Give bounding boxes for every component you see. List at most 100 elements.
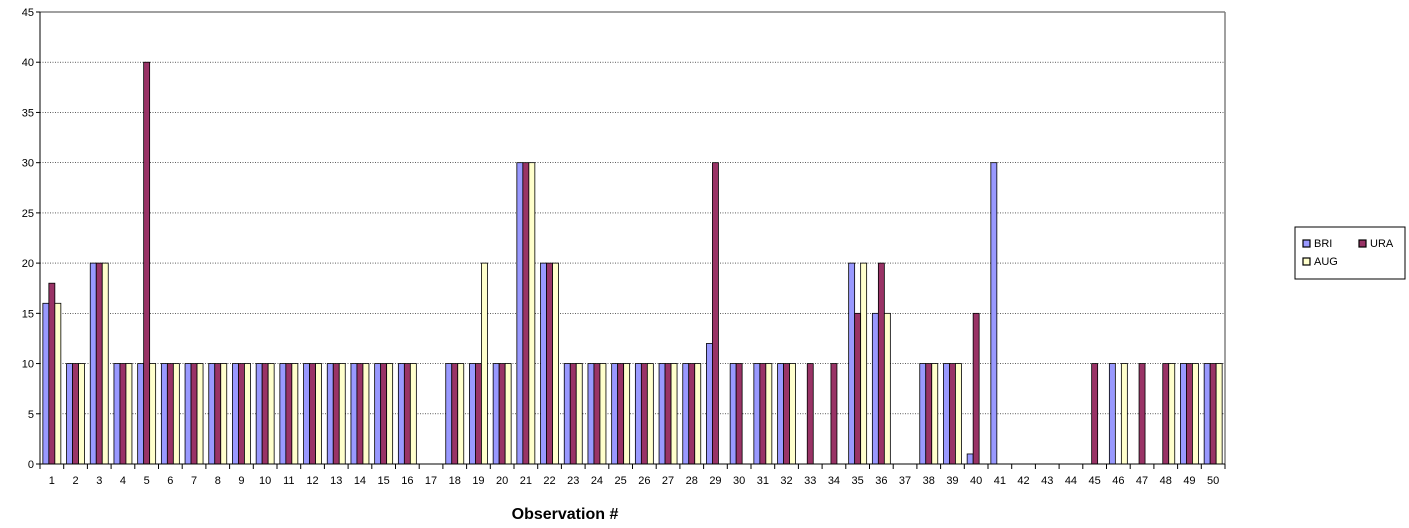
legend-item-aug: AUG	[1302, 256, 1338, 268]
bar-aug	[267, 363, 275, 465]
bar-ura	[214, 363, 222, 465]
y-tick-label: 5	[28, 409, 34, 421]
bar-ura	[712, 162, 719, 465]
legend-label: BRI	[1314, 238, 1332, 250]
bar-aug	[78, 363, 85, 465]
bar-aug	[481, 262, 488, 465]
bar-bri	[777, 363, 784, 465]
bar-bri	[255, 363, 263, 465]
legend-box	[1294, 226, 1406, 280]
x-tick-label: 30	[733, 475, 745, 487]
legend-label: URA	[1370, 238, 1394, 250]
bar-ura	[143, 61, 151, 465]
bar-bri	[871, 312, 879, 465]
x-tick-label: 12	[306, 475, 318, 487]
x-tick-label: 5	[144, 475, 150, 487]
bar-aug	[931, 363, 939, 465]
bar-bri	[658, 363, 666, 465]
x-tick-label: 11	[283, 475, 294, 487]
bar-bri	[492, 363, 500, 465]
x-tick-label: 9	[238, 475, 244, 487]
bar-bri	[966, 453, 974, 465]
legend-swatch	[1302, 257, 1311, 266]
x-tick-label: 23	[567, 475, 579, 487]
bar-ura	[949, 363, 956, 465]
bar-aug	[386, 363, 394, 465]
bar-bri	[753, 363, 761, 465]
x-tick-label: 41	[994, 475, 1006, 487]
x-tick-label: 37	[899, 475, 911, 487]
x-tick-label: 16	[401, 475, 413, 487]
bar-ura	[1091, 363, 1099, 465]
bar-ura	[403, 363, 411, 465]
bar-bri	[397, 363, 405, 465]
x-tick-label: 17	[425, 475, 437, 487]
legend: BRI URA AUG	[1294, 226, 1406, 280]
bar-bri	[208, 363, 216, 465]
bar-ura	[783, 363, 790, 465]
bar-ura	[72, 363, 79, 465]
bar-bri	[1108, 363, 1116, 465]
x-tick-label: 8	[215, 475, 221, 487]
bar-ura	[688, 363, 696, 465]
bar-aug	[315, 363, 322, 465]
bar-ura	[617, 363, 625, 465]
bar-ura	[261, 363, 269, 465]
y-tick-label: 40	[22, 57, 34, 69]
legend-item-ura: URA	[1358, 238, 1394, 250]
x-tick-label: 26	[638, 475, 650, 487]
bar-aug	[504, 363, 512, 465]
bar-bri	[943, 363, 950, 465]
x-tick-label: 29	[709, 475, 721, 487]
bar-aug	[244, 363, 251, 465]
x-tick-label: 42	[1017, 475, 1029, 487]
bar-bri	[232, 363, 239, 465]
x-tick-label: 14	[354, 475, 366, 487]
x-tick-label: 34	[828, 475, 840, 487]
x-tick-label: 36	[875, 475, 887, 487]
bar-ura	[854, 312, 862, 465]
x-tick-label: 35	[852, 475, 864, 487]
x-tick-label: 20	[496, 475, 508, 487]
bar-ura	[166, 363, 174, 465]
x-tick-label: 1	[49, 475, 55, 487]
x-tick-label: 44	[1065, 475, 1077, 487]
bar-bri	[279, 363, 287, 465]
bar-aug	[125, 363, 133, 465]
bar-bri	[729, 363, 737, 465]
x-tick-label: 46	[1112, 475, 1124, 487]
bar-bri	[113, 363, 121, 465]
bar-ura	[1209, 363, 1217, 465]
bar-ura	[759, 363, 767, 465]
bar-aug	[457, 363, 465, 465]
bar-bri	[848, 262, 856, 465]
x-tick-label: 39	[946, 475, 958, 487]
bar-aug	[362, 363, 370, 465]
x-tick-label: 19	[472, 475, 484, 487]
x-tick-label: 28	[686, 475, 698, 487]
bar-aug	[220, 363, 228, 465]
bar-bri	[563, 363, 571, 465]
bar-aug	[955, 363, 962, 465]
x-tick-label: 4	[120, 475, 126, 487]
x-tick-label: 33	[804, 475, 816, 487]
bar-aug	[101, 262, 109, 465]
bar-aug	[883, 312, 891, 465]
bar-ura	[356, 363, 364, 465]
bar-aug	[694, 363, 702, 465]
bar-aug	[1215, 363, 1223, 465]
bar-ura	[1138, 363, 1146, 465]
bar-bri	[350, 363, 358, 465]
x-tick-label: 48	[1160, 475, 1172, 487]
gridlines	[40, 11, 1225, 415]
bar-ura	[119, 363, 127, 465]
bar-ura	[664, 363, 672, 465]
bar-aug	[409, 363, 417, 465]
bar-ura	[498, 363, 506, 465]
bar-bri	[160, 363, 168, 465]
y-tick-label: 20	[22, 258, 34, 270]
y-tick-label: 35	[22, 107, 34, 119]
bar-bri	[1203, 363, 1211, 465]
bar-bri	[634, 363, 642, 465]
